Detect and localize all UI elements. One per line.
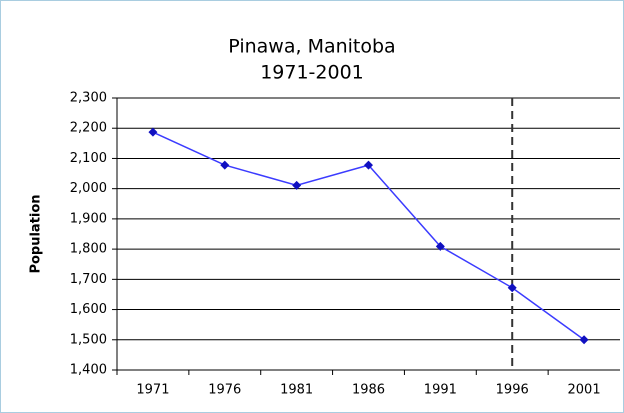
data-point (435, 241, 445, 251)
y-tick-label: 1,800 (70, 242, 107, 257)
data-point (148, 127, 158, 137)
x-tick-label: 1971 (136, 383, 169, 398)
x-tick-label: 2001 (568, 383, 601, 398)
y-tick-label: 1,600 (70, 302, 107, 317)
chart-title: Pinawa, Manitoba (228, 36, 395, 58)
data-point (292, 180, 302, 190)
x-tick-label: 1991 (424, 383, 457, 398)
y-tick-label: 2,100 (70, 151, 107, 166)
y-tick-label: 1,900 (70, 211, 107, 226)
x-tick-label: 1976 (208, 383, 241, 398)
data-point (579, 335, 589, 345)
y-tick-label: 1,700 (70, 272, 107, 287)
y-tick-label: 2,300 (70, 91, 107, 106)
x-tick-label: 1986 (352, 383, 385, 398)
data-point (220, 160, 230, 170)
y-tick-label: 2,200 (70, 121, 107, 136)
x-tick-label: 1996 (496, 383, 529, 398)
y-tick-label: 1,400 (70, 363, 107, 378)
x-tick-label: 1981 (280, 383, 313, 398)
chart-subtitle: 1971-2001 (260, 62, 364, 84)
y-tick-label: 2,000 (70, 181, 107, 196)
data-point (364, 160, 373, 170)
data-point (507, 283, 517, 293)
y-tick-label: 1,500 (70, 332, 107, 347)
y-axis-label: Population (29, 194, 44, 273)
